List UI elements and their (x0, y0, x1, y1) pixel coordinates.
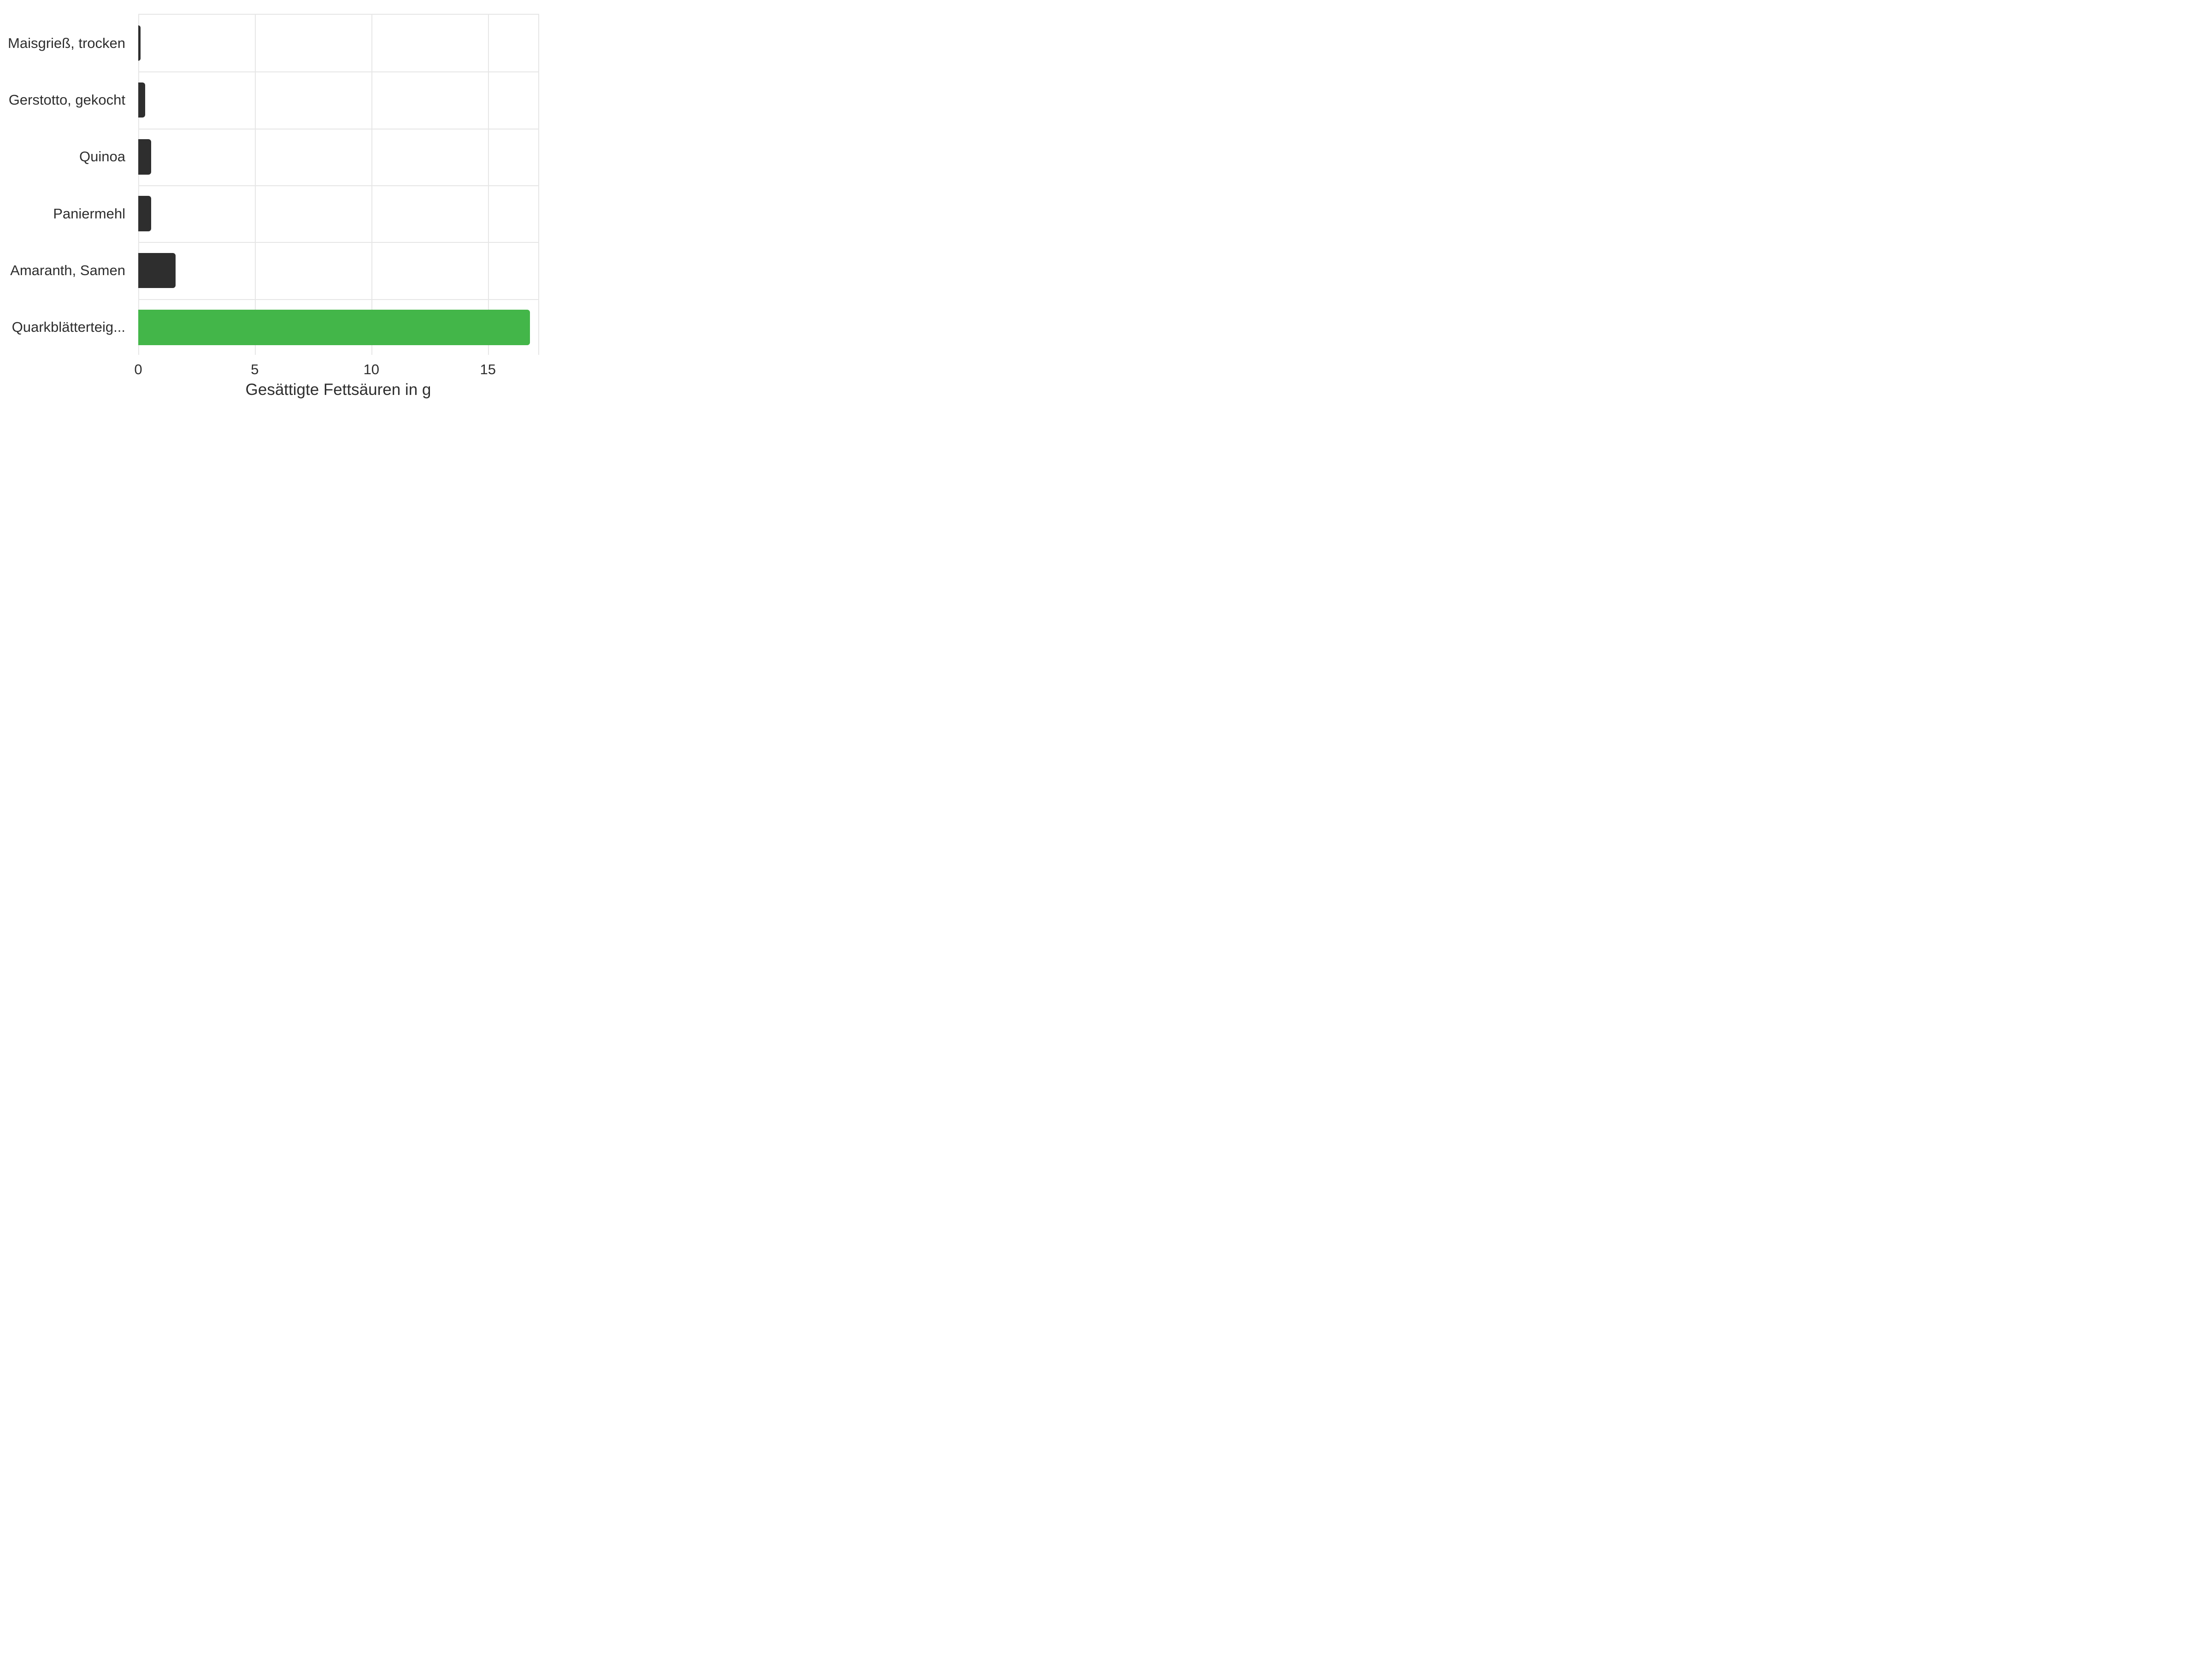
gridline-vertical (138, 15, 139, 355)
x-tick-label: 0 (134, 355, 142, 378)
y-category-label: Gerstotto, gekocht (9, 92, 138, 108)
gridline-vertical (371, 15, 372, 355)
bar (138, 139, 151, 174)
bar (138, 310, 530, 345)
saturated-fat-bar-chart: 051015Maisgrieß, trockenGerstotto, gekoc… (0, 0, 553, 415)
y-category-label: Quarkblätterteig... (12, 319, 138, 335)
gridline-horizontal (138, 71, 538, 72)
gridline-horizontal (138, 185, 538, 186)
bar (138, 82, 145, 118)
bar (138, 196, 151, 231)
bar (138, 25, 141, 60)
gridline-horizontal (138, 242, 538, 243)
y-category-label: Quinoa (79, 148, 138, 165)
gridline-vertical (255, 15, 256, 355)
y-category-label: Paniermehl (53, 206, 138, 222)
plot-area: 051015Maisgrieß, trockenGerstotto, gekoc… (138, 14, 539, 355)
y-category-label: Amaranth, Samen (10, 262, 138, 279)
y-category-label: Maisgrieß, trocken (8, 35, 138, 52)
x-axis-title: Gesättigte Fettsäuren in g (246, 355, 431, 399)
gridline-horizontal (138, 299, 538, 300)
gridline-vertical (488, 15, 489, 355)
x-tick-label: 15 (480, 355, 495, 378)
bar (138, 253, 176, 288)
